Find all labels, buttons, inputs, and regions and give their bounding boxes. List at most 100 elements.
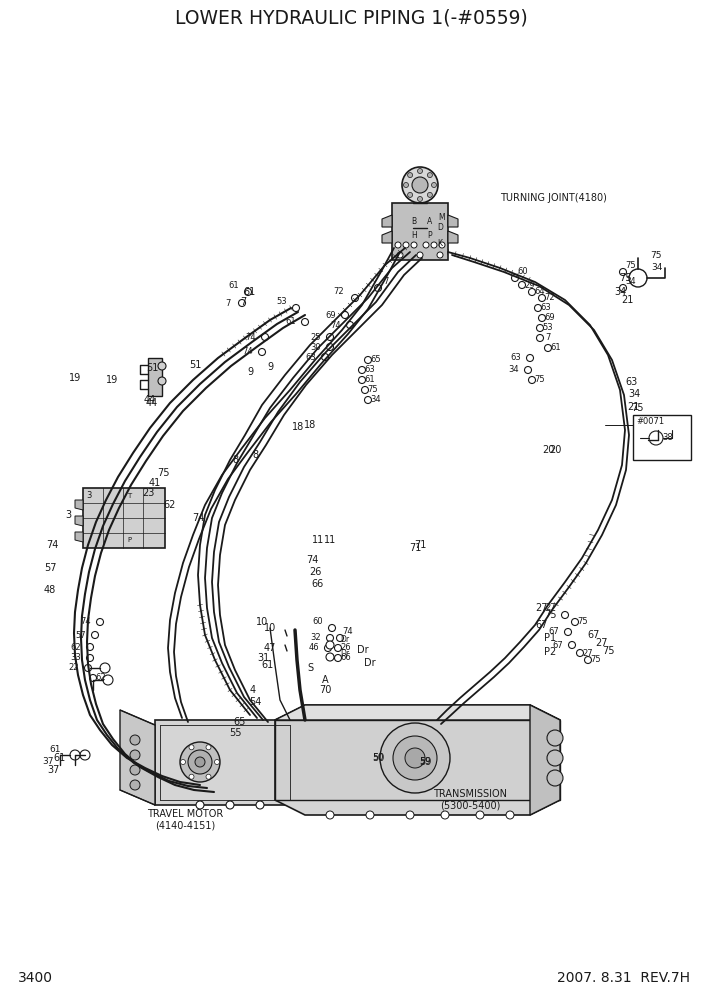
Circle shape — [341, 311, 348, 318]
Text: 63: 63 — [305, 352, 317, 361]
Circle shape — [562, 611, 569, 618]
Bar — [413, 203, 427, 228]
Text: 71: 71 — [409, 543, 421, 553]
Text: 57: 57 — [44, 563, 56, 573]
Circle shape — [84, 665, 91, 672]
Circle shape — [96, 618, 103, 626]
Text: P: P — [127, 537, 131, 543]
Circle shape — [411, 242, 417, 248]
Text: 34: 34 — [509, 365, 519, 375]
Text: 3: 3 — [86, 491, 91, 501]
Text: TRANSMISSION
(5300-5400): TRANSMISSION (5300-5400) — [433, 790, 507, 810]
Circle shape — [380, 723, 450, 793]
Text: 20: 20 — [549, 445, 561, 455]
Text: 51: 51 — [146, 363, 158, 373]
Circle shape — [393, 736, 437, 780]
Circle shape — [405, 748, 425, 768]
Text: 75: 75 — [590, 656, 602, 665]
Bar — [83, 488, 165, 548]
Text: 50: 50 — [372, 753, 384, 763]
Text: 29: 29 — [525, 281, 535, 290]
Text: H: H — [411, 230, 417, 239]
Circle shape — [244, 289, 251, 296]
Circle shape — [619, 285, 626, 292]
Circle shape — [130, 780, 140, 790]
Text: 8: 8 — [252, 450, 258, 460]
Circle shape — [100, 663, 110, 673]
Circle shape — [536, 334, 543, 341]
Polygon shape — [155, 720, 295, 805]
Text: D: D — [437, 222, 443, 231]
Text: 72: 72 — [333, 287, 344, 296]
Text: 61: 61 — [550, 343, 562, 352]
Circle shape — [256, 801, 264, 809]
Text: 11: 11 — [312, 535, 324, 545]
Circle shape — [619, 269, 626, 276]
Circle shape — [412, 177, 428, 193]
Text: Dr: Dr — [340, 649, 350, 658]
Circle shape — [347, 321, 354, 328]
Text: 27: 27 — [545, 603, 556, 612]
Text: TURNING JOINT(4180): TURNING JOINT(4180) — [500, 193, 607, 203]
Circle shape — [417, 252, 423, 258]
Circle shape — [359, 377, 366, 384]
Circle shape — [334, 645, 341, 652]
Text: S: S — [307, 663, 313, 673]
Circle shape — [189, 745, 194, 750]
Circle shape — [258, 348, 265, 355]
Text: 41: 41 — [149, 478, 161, 488]
Polygon shape — [275, 720, 560, 800]
Circle shape — [585, 657, 592, 664]
Text: 51: 51 — [189, 360, 201, 370]
Circle shape — [564, 629, 571, 636]
Circle shape — [362, 387, 369, 394]
Text: 71: 71 — [413, 540, 426, 550]
Text: P: P — [428, 230, 432, 239]
Text: 55: 55 — [229, 728, 241, 738]
Text: 75: 75 — [368, 386, 378, 395]
Circle shape — [506, 811, 514, 819]
Circle shape — [215, 760, 220, 765]
Text: 61: 61 — [54, 753, 66, 763]
Text: 18: 18 — [292, 422, 304, 432]
Circle shape — [395, 242, 401, 248]
Circle shape — [359, 366, 366, 374]
Text: 67: 67 — [588, 630, 600, 640]
Circle shape — [326, 333, 333, 340]
Text: T: T — [127, 493, 131, 499]
Text: 23: 23 — [142, 488, 154, 498]
Circle shape — [641, 433, 655, 447]
Text: 69: 69 — [326, 310, 336, 319]
Text: #0071: #0071 — [636, 418, 664, 427]
Circle shape — [206, 774, 211, 780]
Polygon shape — [382, 215, 392, 227]
Text: 75: 75 — [650, 251, 662, 260]
Circle shape — [538, 314, 545, 321]
Text: Dr: Dr — [340, 636, 350, 645]
Text: 59: 59 — [419, 758, 431, 767]
Polygon shape — [75, 532, 83, 542]
Text: 32: 32 — [311, 634, 322, 643]
Text: 60: 60 — [517, 268, 529, 277]
Text: 61: 61 — [244, 287, 256, 297]
Circle shape — [428, 173, 432, 178]
Text: 69: 69 — [545, 313, 555, 322]
Text: 75: 75 — [631, 403, 643, 413]
Text: 3400: 3400 — [18, 971, 53, 985]
Text: 62: 62 — [95, 674, 106, 682]
Text: 75: 75 — [618, 273, 631, 283]
Circle shape — [374, 285, 381, 292]
Text: 75: 75 — [602, 646, 614, 656]
Circle shape — [188, 750, 212, 774]
Circle shape — [538, 295, 545, 302]
Circle shape — [649, 431, 663, 445]
Text: 9: 9 — [267, 362, 273, 372]
Circle shape — [195, 757, 205, 767]
Circle shape — [408, 173, 413, 178]
Circle shape — [402, 167, 438, 203]
Circle shape — [441, 811, 449, 819]
Circle shape — [547, 750, 563, 766]
Polygon shape — [75, 500, 83, 510]
Circle shape — [89, 675, 96, 682]
Text: 74: 74 — [331, 320, 341, 329]
